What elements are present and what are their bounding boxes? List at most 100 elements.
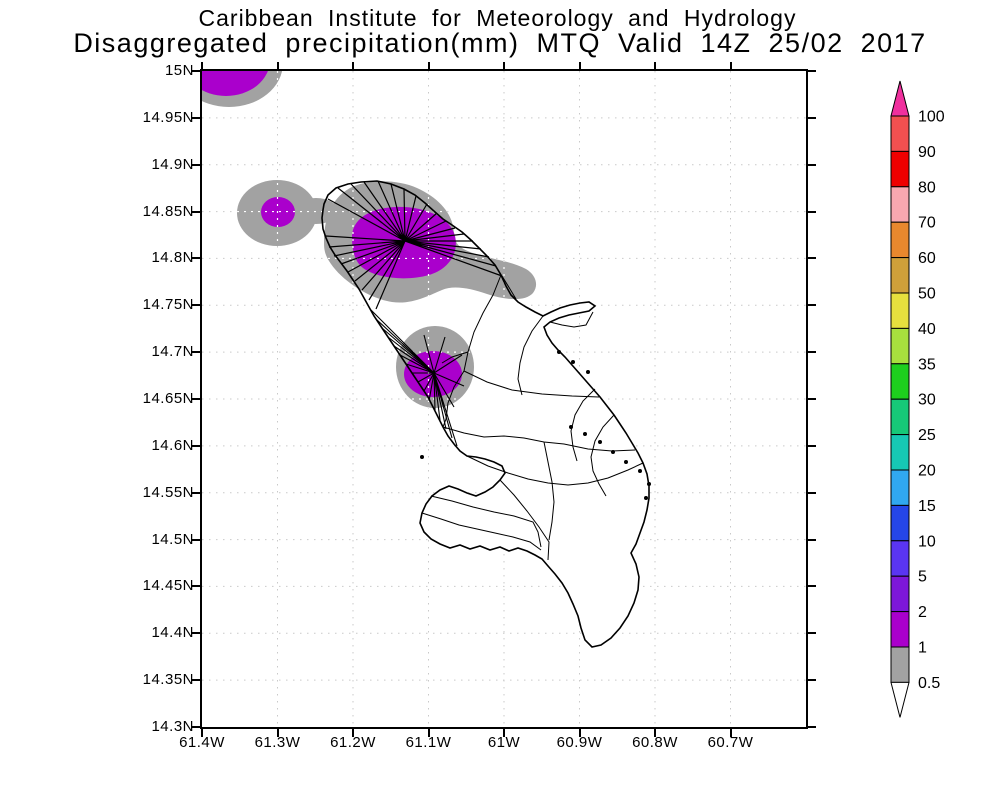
colorbar-segment: [890, 115, 910, 152]
colorbar-label: 15: [918, 498, 936, 515]
lon-tick-label: 61.2W: [330, 734, 376, 751]
lat-tick-right: [808, 726, 816, 728]
lon-tick-bottom: [352, 729, 354, 737]
lat-tick-left: [191, 398, 200, 400]
page-title: Caribbean Institute for Meteorology and …: [198, 5, 797, 31]
precip-shading-purple-1-2mm: [202, 71, 462, 397]
lat-tick-right: [808, 116, 816, 119]
lon-tick-top: [503, 62, 505, 69]
colorbar-label: 1: [918, 640, 927, 657]
lat-tick-right: [808, 304, 816, 307]
lat-tick-left: [191, 351, 200, 354]
colorbar-segment: [890, 257, 910, 294]
lat-tick-left: [191, 538, 200, 541]
lat-tick-right: [808, 444, 816, 447]
lat-tick-right: [808, 70, 816, 72]
lat-tick-label: 14.35N: [142, 671, 194, 689]
lat-tick-left: [191, 585, 200, 588]
colorbar-label: 30: [918, 392, 936, 409]
coastline: [321, 180, 650, 648]
lat-tick-label: 14.85N: [142, 202, 194, 220]
lon-tick-bottom: [729, 729, 732, 737]
lat-tick-right: [808, 491, 816, 494]
lon-tick-top: [201, 62, 203, 69]
ravine-lines-carbet: [370, 309, 465, 447]
lat-tick-label: 14.4N: [151, 624, 194, 642]
lat-tick-label: 15N: [164, 62, 194, 79]
lat-tick-left: [191, 304, 200, 307]
colorbar-label: 10: [918, 533, 936, 550]
lon-tick-bottom: [503, 729, 505, 737]
colorbar-segment: [890, 398, 910, 436]
lat-tick-right: [808, 210, 816, 213]
colorbar-segment: [890, 150, 910, 188]
lat-tick-label: 14.3N: [151, 718, 194, 735]
lon-tick-top: [427, 62, 430, 69]
lat-tick-label: 14.55N: [142, 483, 194, 501]
lat-tick-right: [808, 632, 816, 635]
colorbar-label: 70: [918, 215, 936, 232]
lat-tick-label: 14.7N: [151, 343, 194, 361]
lat-tick-left: [191, 491, 200, 494]
lat-tick-label: 14.5N: [151, 530, 194, 548]
lon-tick-bottom: [201, 729, 203, 737]
colorbar-label: 20: [918, 463, 936, 480]
colorbar-arrow-below-min: [890, 681, 910, 718]
colorbar-segment: [890, 186, 910, 223]
lat-tick-label: 14.8N: [151, 249, 194, 267]
colorbar: 100 90 80 70 60 50 40 35 30 25 20 15 10 5 2 1 0.5: [890, 80, 945, 718]
lat-tick-label: 14.9N: [151, 155, 194, 173]
lon-tick-bottom: [427, 729, 430, 737]
colorbar-label: 35: [918, 356, 936, 373]
watershed-lines: [421, 274, 644, 561]
lon-tick-top: [729, 62, 732, 69]
lat-tick-right: [808, 257, 816, 260]
lat-tick-left: [191, 116, 200, 119]
colorbar-label: 80: [918, 179, 936, 196]
lat-tick-left: [191, 210, 200, 213]
precipitation-map: [202, 71, 806, 727]
lon-tick-bottom: [654, 729, 656, 737]
colorbar-label: 40: [918, 321, 936, 338]
lon-tick-label: 61.1W: [405, 734, 452, 751]
colorbar-label: 60: [918, 250, 936, 267]
colorbar-segment: [890, 504, 910, 542]
colorbar-label: 2: [918, 604, 927, 621]
lon-tick-top: [276, 62, 279, 69]
colorbar-label: 25: [918, 427, 936, 444]
colorbar-segment: [890, 221, 910, 259]
lat-tick-right: [808, 585, 816, 588]
lat-tick-left: [191, 163, 200, 166]
lat-tick-label: 14.95N: [142, 108, 194, 126]
colorbar-segment: [890, 575, 910, 613]
lat-tick-label: 14.75N: [142, 296, 194, 314]
colorbar-segment: [890, 469, 910, 506]
colorbar-arrow-above-max: [890, 80, 910, 117]
islets: [420, 350, 651, 500]
map-subtitle: Disaggregated precipitation(mm) MTQ Vali…: [73, 28, 927, 58]
lon-tick-label: 60.8W: [632, 734, 678, 751]
lat-tick-right: [808, 163, 816, 166]
lat-tick-right: [808, 538, 816, 541]
lat-tick-left: [191, 726, 200, 728]
lon-tick-label: 61.4W: [179, 734, 225, 751]
lat-tick-left: [191, 632, 200, 635]
lon-tick-top: [352, 62, 354, 69]
colorbar-segment: [890, 292, 910, 329]
lon-tick-bottom: [276, 729, 279, 737]
lat-tick-label: 14.6N: [151, 436, 194, 454]
colorbar-segment: [890, 611, 910, 648]
colorbar-segment: [890, 363, 910, 400]
lat-tick-left: [191, 70, 200, 72]
lon-tick-bottom: [578, 729, 581, 737]
lon-tick-top: [578, 62, 581, 69]
lat-tick-left: [191, 679, 200, 682]
ravine-lines-pelee: [325, 180, 503, 310]
lon-tick-label: 60.9W: [556, 734, 603, 751]
colorbar-segment: [890, 540, 910, 577]
colorbar-label: 100: [918, 109, 945, 126]
lon-tick-label: 60.7W: [707, 734, 754, 751]
colorbar-segment: [890, 646, 910, 683]
colorbar-label: 0.5: [918, 675, 940, 692]
